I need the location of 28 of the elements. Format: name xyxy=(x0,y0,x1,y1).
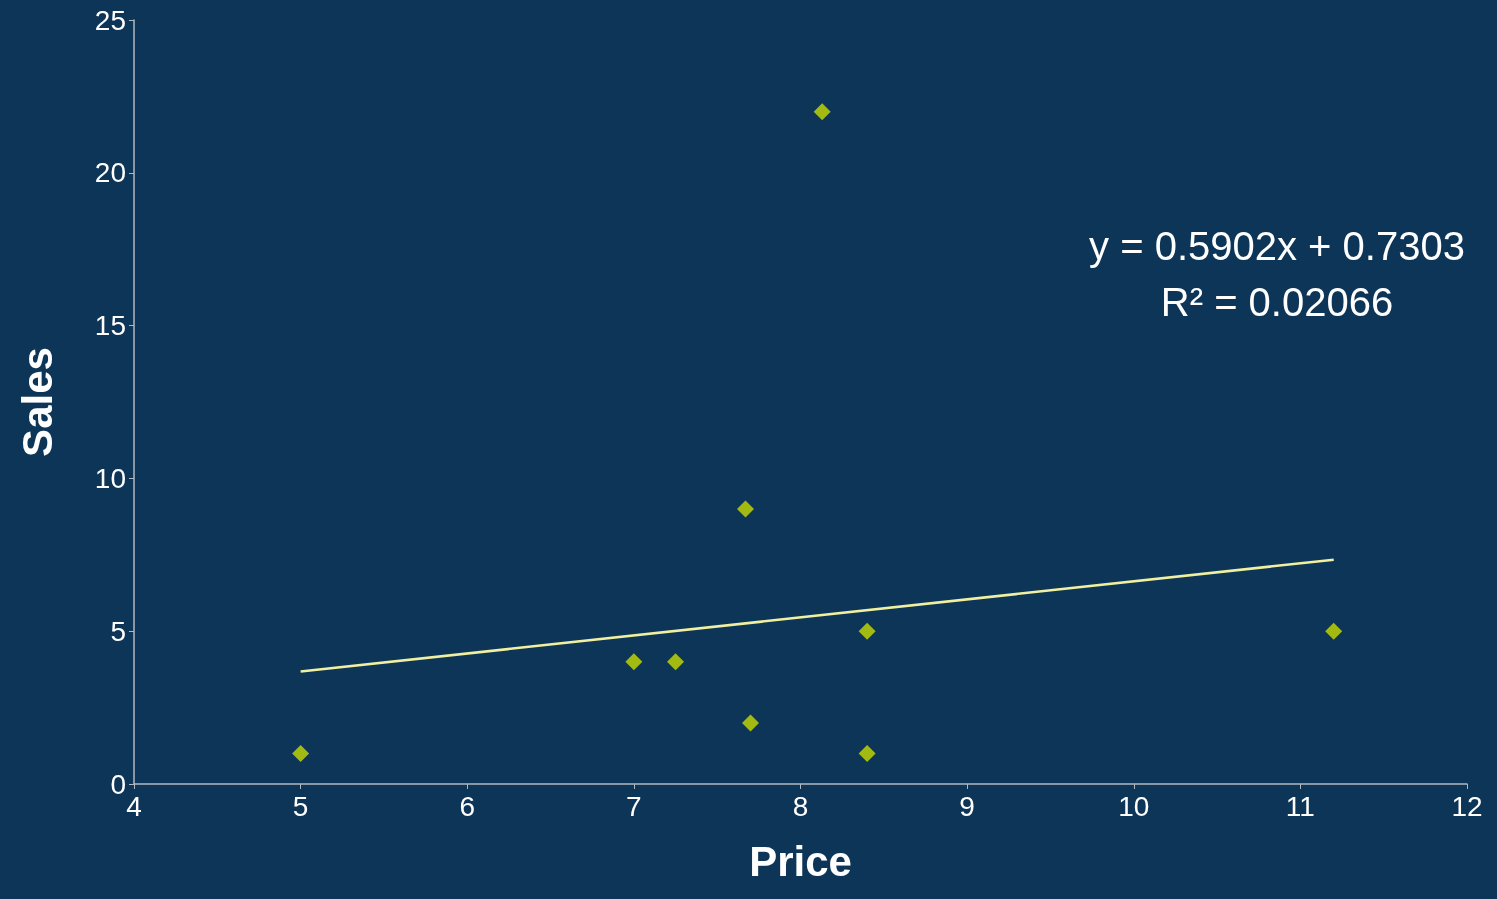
point xyxy=(858,622,876,640)
y-tick-label: 0 xyxy=(110,768,126,800)
y-tick-label: 10 xyxy=(94,462,126,494)
x-tick-label: 6 xyxy=(459,790,476,822)
x-tick-label: 7 xyxy=(626,790,642,822)
point xyxy=(292,744,310,762)
x-tick-label: 11 xyxy=(1285,790,1315,822)
point xyxy=(858,744,876,762)
x-tick-label: 8 xyxy=(792,790,809,822)
annotation: R² = 0.02066 xyxy=(1160,280,1394,324)
y-tick-label: 15 xyxy=(94,310,126,342)
y-axis-title: Sales xyxy=(13,347,61,457)
x-tick-label: 9 xyxy=(959,790,975,822)
point xyxy=(813,103,831,121)
y-tick-label: 20 xyxy=(94,157,126,189)
point xyxy=(742,714,760,732)
x-tick-label: 10 xyxy=(1118,790,1150,822)
y-tick-label: 5 xyxy=(110,615,126,647)
annotation: y = 0.5902x + 0.7303 xyxy=(1089,224,1465,268)
x-tick-label: 5 xyxy=(292,790,309,822)
x-tick-label: 4 xyxy=(126,790,142,822)
x-tick-label: 12 xyxy=(1451,790,1483,822)
point xyxy=(737,500,755,518)
y-tick-label: 25 xyxy=(94,4,126,36)
x-axis-title: Price xyxy=(749,837,852,885)
point xyxy=(667,653,685,671)
point xyxy=(625,653,643,671)
point xyxy=(1325,622,1343,640)
